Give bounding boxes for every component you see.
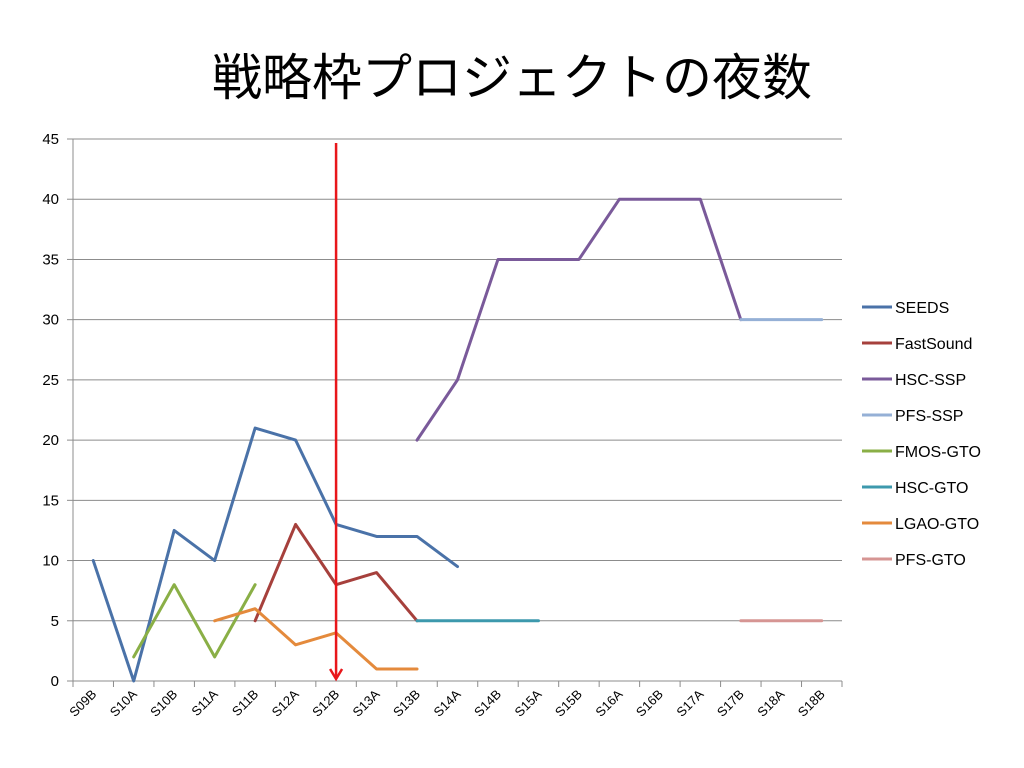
y-tick-label: 5 <box>51 613 59 630</box>
y-tick-label: 40 <box>42 191 59 208</box>
x-tick-label: S13A <box>350 686 383 719</box>
y-tick-label: 0 <box>51 673 59 690</box>
vertical-marker <box>329 143 344 682</box>
legend-item: FMOS-GTO <box>862 444 981 461</box>
x-tick-label: S12B <box>309 687 342 720</box>
x-tick-label: S12A <box>269 686 302 719</box>
legend-label: FastSound <box>895 336 972 353</box>
x-tick-label: S18B <box>795 687 828 720</box>
x-tick-label: S10B <box>147 687 180 720</box>
y-tick-label: 30 <box>42 312 59 329</box>
legend-item: PFS-GTO <box>862 552 966 569</box>
x-tick-label: S10A <box>107 686 140 719</box>
legend-label: FMOS-GTO <box>895 444 981 461</box>
y-tick-label: 10 <box>42 553 59 570</box>
legend-item: LGAO-GTO <box>862 516 979 533</box>
y-tick-label: 25 <box>42 372 59 389</box>
series-lines <box>91 197 824 683</box>
marker-arrowhead <box>329 668 344 682</box>
x-tick-label: S16B <box>633 687 666 720</box>
legend-label: PFS-GTO <box>895 552 966 569</box>
series-seeds <box>91 426 459 683</box>
series-line <box>132 583 257 659</box>
y-tick-label: 35 <box>42 251 59 268</box>
x-tick-label: S15A <box>511 686 544 719</box>
x-tick-label: S11B <box>229 687 261 719</box>
legend-item: FastSound <box>862 336 972 353</box>
series-lgao-gto <box>213 607 419 671</box>
series-line <box>415 197 743 442</box>
series-hsc-ssp <box>415 197 743 442</box>
series-fmos-gto <box>132 583 257 659</box>
x-tick-label: S13B <box>390 687 423 720</box>
x-tick-label: S15B <box>552 687 585 720</box>
grid-lines <box>73 138 842 622</box>
y-tick-label: 15 <box>42 492 59 509</box>
x-tick-label: S14B <box>471 687 504 720</box>
legend-label: HSC-SSP <box>895 372 966 389</box>
series-line <box>213 607 419 671</box>
legend-label: SEEDS <box>895 300 949 317</box>
y-tick-label: 45 <box>42 131 59 148</box>
x-tick-label: S17B <box>714 687 747 720</box>
x-tick-label: S16A <box>592 686 625 719</box>
x-tick-label: S09B <box>66 687 99 720</box>
legend-label: PFS-SSP <box>895 408 963 425</box>
legend-label: LGAO-GTO <box>895 516 979 533</box>
x-tick-label: S17A <box>673 686 706 719</box>
legend-item: HSC-GTO <box>862 480 968 497</box>
chart-title: 戦略枠プロジェクトの夜数 <box>212 49 812 107</box>
legend: SEEDS FastSound HSC-SSP PFS-SSP FMOS-GTO HSC-… <box>862 300 981 569</box>
legend-item: HSC-SSP <box>862 372 966 389</box>
legend-item: SEEDS <box>862 300 949 317</box>
legend-item: PFS-SSP <box>862 408 963 425</box>
x-tick-label: S18A <box>754 686 787 719</box>
series-line <box>91 426 459 683</box>
x-tick-label: S14A <box>431 686 464 719</box>
legend-label: HSC-GTO <box>895 480 968 497</box>
y-tick-label: 20 <box>42 432 59 449</box>
x-tick-label: S11A <box>188 686 221 719</box>
